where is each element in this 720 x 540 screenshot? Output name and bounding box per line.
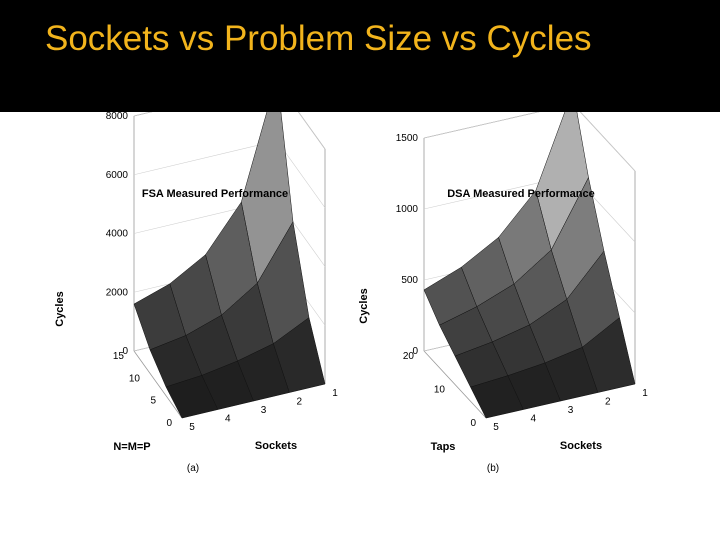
x-axis-label: Sockets — [255, 440, 297, 452]
x-tick-label: 1 — [332, 388, 338, 399]
z-tick-label: 2000 — [106, 287, 129, 298]
z-tick-label: 8000 — [106, 112, 129, 122]
chart-caption: (b) — [487, 463, 499, 474]
x-tick-label: 3 — [261, 405, 267, 416]
x-tick-label: 3 — [568, 405, 574, 416]
z-axis-label: Cycles — [358, 288, 370, 323]
y-axis-label: N=M=P — [113, 441, 150, 453]
charts-area: FSA Measured Performance (a) Cycles Sockets… — [54, 112, 648, 474]
x-tick-label: 5 — [493, 422, 499, 433]
z-tick-label: 6000 — [106, 170, 129, 181]
grid-line — [133, 112, 326, 150]
axis-box-line — [423, 350, 487, 419]
y-tick-label: 15 — [113, 351, 125, 362]
z-tick-label: 0 — [412, 346, 418, 357]
y-tick-label: 10 — [129, 373, 141, 384]
z-tick-label: 500 — [401, 275, 418, 286]
z-tick-label: 1000 — [396, 204, 419, 215]
z-tick-label: 4000 — [106, 229, 129, 240]
z-tick-label: 0 — [122, 346, 128, 357]
grid-line — [423, 112, 636, 172]
x-axis-label: Sockets — [560, 440, 602, 452]
axis-box-line — [133, 112, 153, 117]
chart-title: DSA Measured Performance — [447, 188, 595, 200]
surface-patch — [165, 375, 219, 419]
title-bar: Sockets vs Problem Size vs Cycles — [0, 0, 720, 112]
x-tick-label: 2 — [296, 397, 302, 408]
x-tick-label: 1 — [642, 388, 648, 399]
chart-caption: (a) — [187, 463, 199, 474]
chart-title: FSA Measured Performance — [142, 188, 288, 200]
x-tick-label: 2 — [605, 397, 611, 408]
x-tick-label: 5 — [189, 422, 195, 433]
z-axis-label: Cycles — [54, 291, 66, 326]
x-tick-label: 4 — [225, 414, 231, 425]
y-tick-label: 5 — [150, 396, 156, 407]
chart-dsa — [423, 112, 636, 419]
z-tick-label: 1500 — [396, 133, 419, 144]
y-tick-label: 0 — [470, 418, 476, 429]
surface-patch — [470, 375, 524, 419]
x-tick-label: 4 — [530, 414, 536, 425]
y-tick-label: 10 — [434, 385, 446, 396]
axis-box-line — [423, 112, 540, 139]
y-axis-label: Taps — [431, 441, 456, 453]
y-tick-label: 0 — [166, 418, 172, 429]
slide-title: Sockets vs Problem Size vs Cycles — [45, 19, 592, 58]
chart-fsa — [133, 112, 326, 419]
y-tick-label: 20 — [403, 351, 415, 362]
axis-box-line — [133, 350, 183, 419]
